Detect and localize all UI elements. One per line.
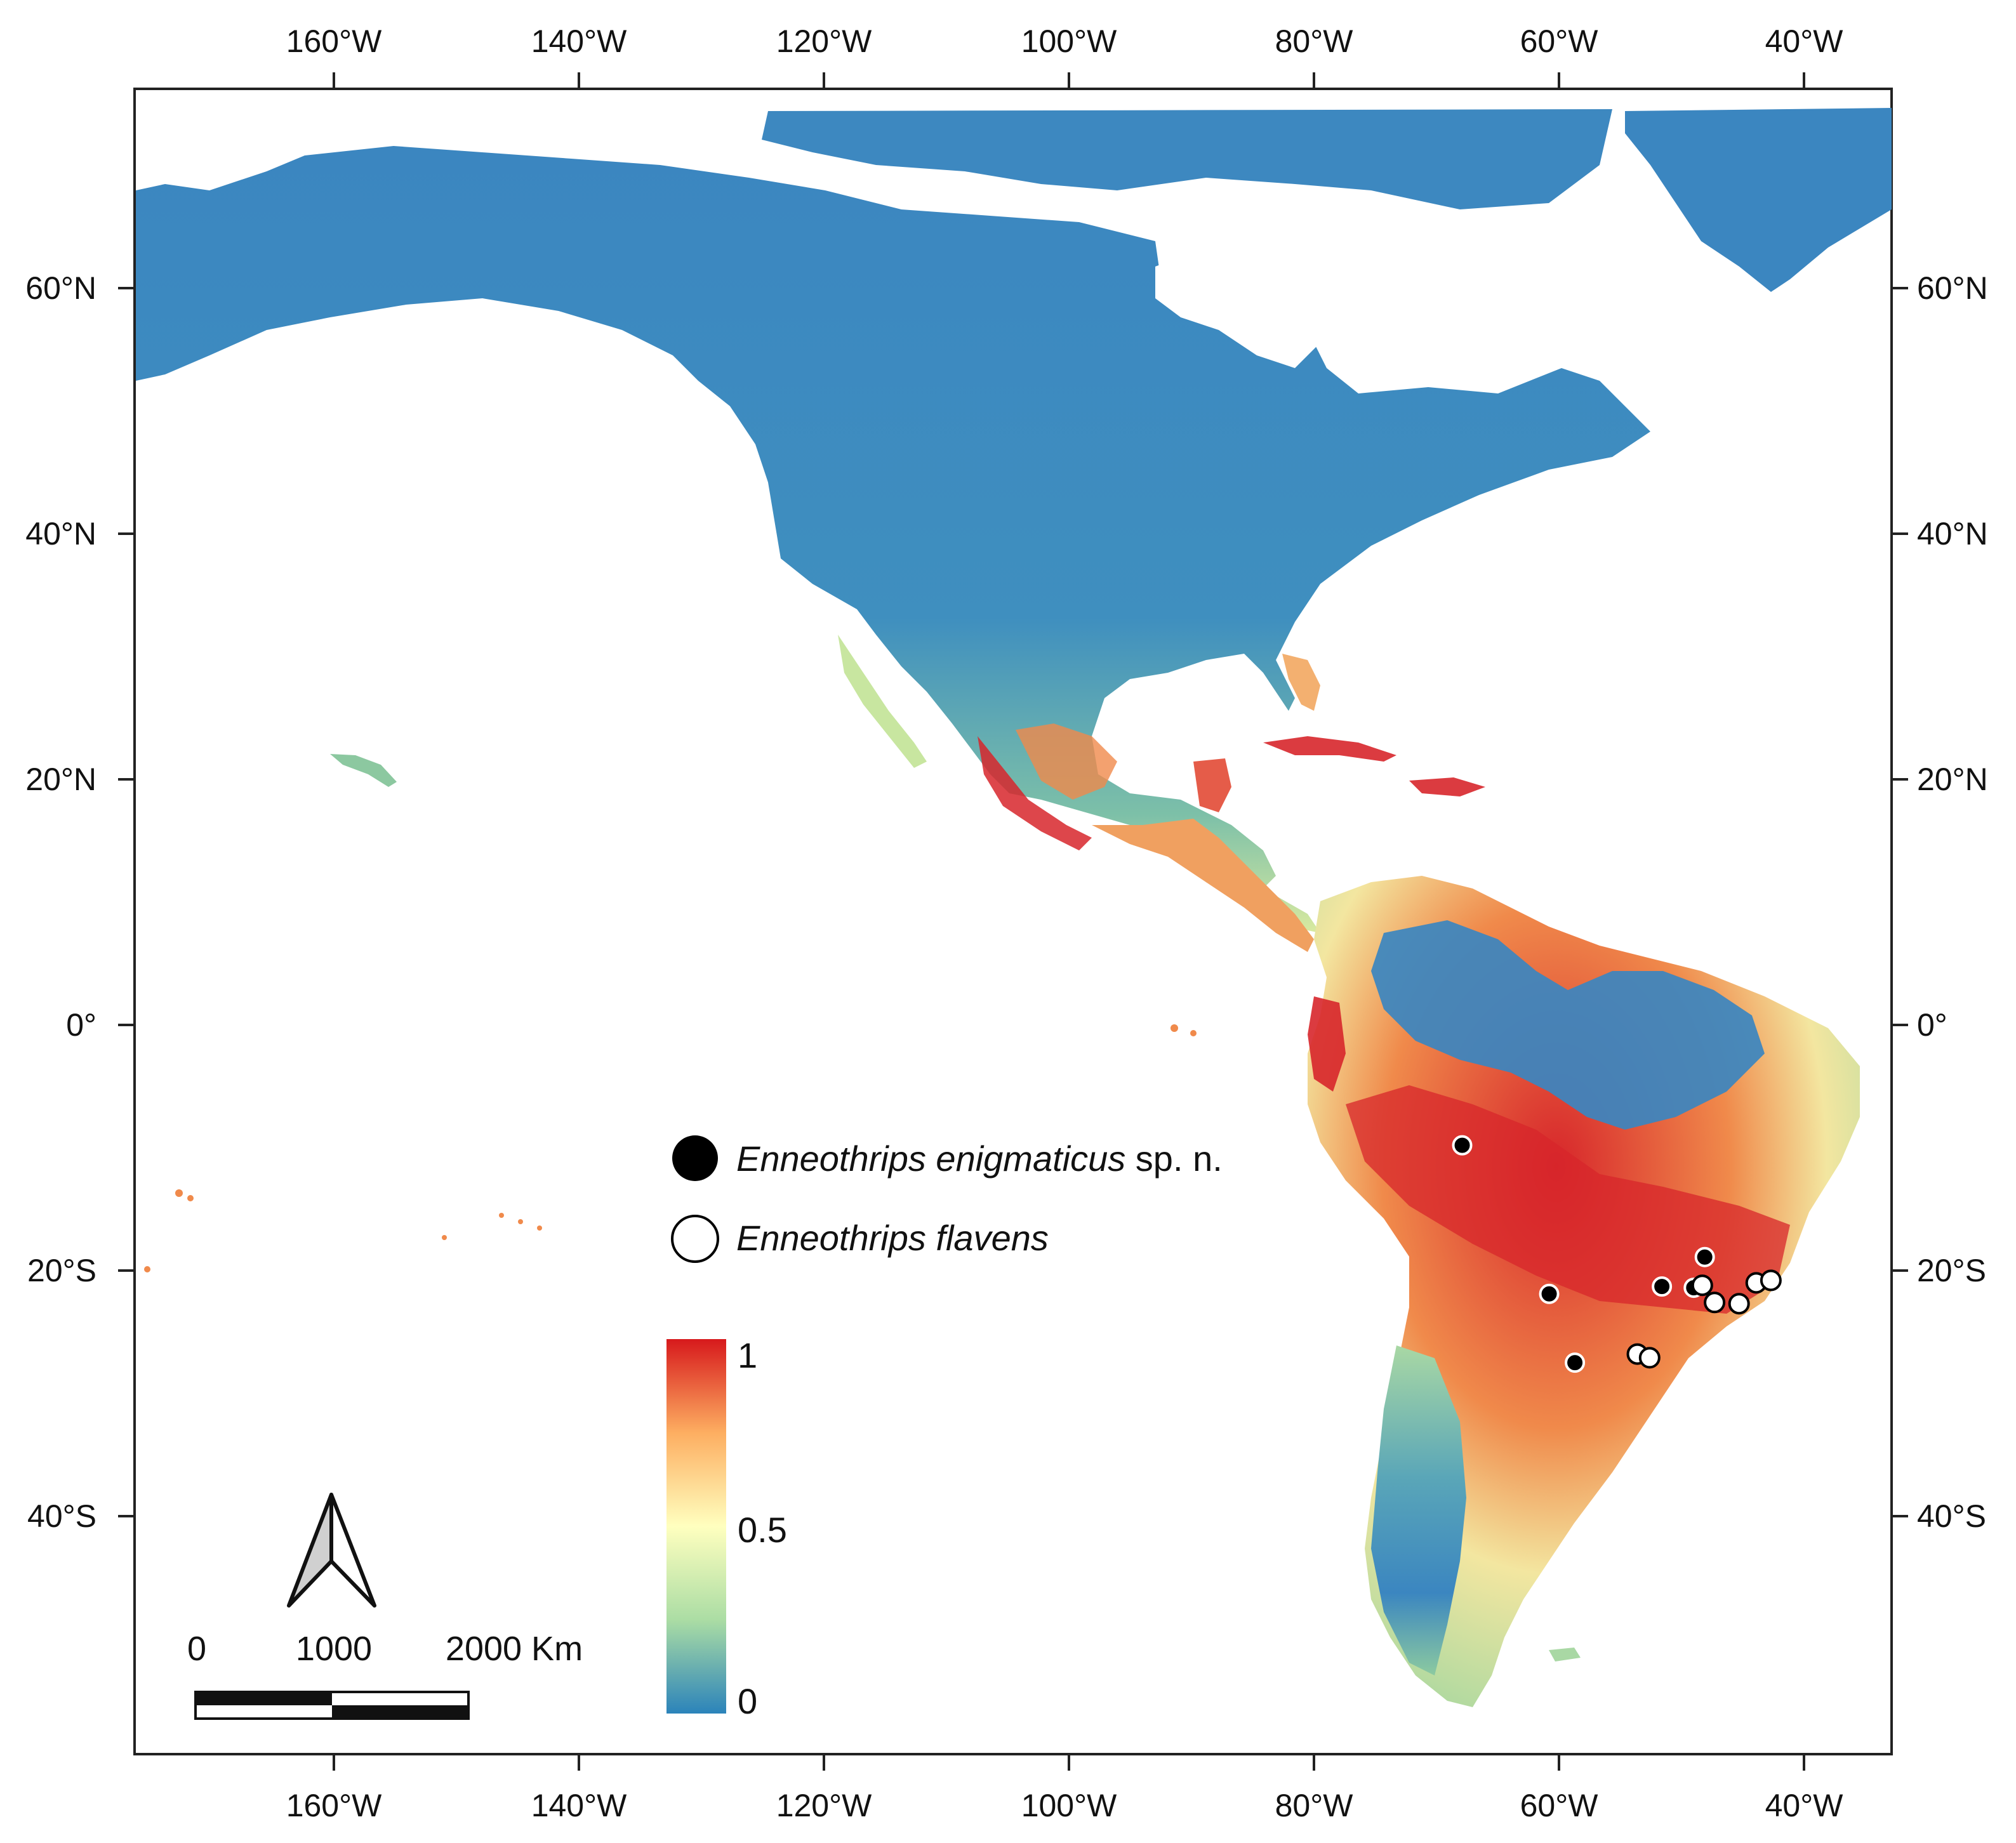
arctic-islands-shape <box>762 109 1612 209</box>
occurrence-points <box>1452 1135 1782 1373</box>
scale-label-2000: 2000 Km <box>446 1630 583 1668</box>
bottom-lon-label: 60°W <box>1520 1788 1599 1823</box>
enigmaticus-point <box>1652 1276 1673 1297</box>
flavens-point <box>1760 1269 1782 1291</box>
legend-label-flavens: Enneothrips flavens <box>736 1218 1049 1258</box>
caribbean-islands-shape <box>1263 736 1396 762</box>
top-lon-label: 100°W <box>1021 23 1117 59</box>
bottom-lon-label: 100°W <box>1021 1788 1117 1823</box>
right-lat-label: 20°S <box>1917 1253 1986 1288</box>
flavens-point <box>1638 1347 1661 1369</box>
falkland-islands <box>1549 1648 1581 1661</box>
legend-label-enigmaticus: Enneothrips enigmaticus sp. n. <box>736 1139 1223 1179</box>
flavens-point <box>1691 1274 1713 1297</box>
scale-label-1000: 1000 <box>296 1630 372 1668</box>
left-lat-label: 40°S <box>27 1498 96 1534</box>
hispaniola-shape <box>1409 777 1485 796</box>
legend-symbol-flavens <box>671 1215 719 1263</box>
legend-enigmaticus-suffix: sp. n. <box>1125 1139 1223 1179</box>
left-lat-label: 20°N <box>25 762 96 797</box>
bottom-lon-label: 160°W <box>286 1788 382 1823</box>
top-lon-label: 80°W <box>1275 23 1354 59</box>
top-lon-label: 40°W <box>1765 23 1844 59</box>
bottom-lon-label: 40°W <box>1765 1788 1844 1823</box>
right-lat-label: 20°N <box>1917 762 1988 797</box>
central-america-shape <box>1092 819 1314 952</box>
legend-enigmaticus-name: Enneothrips enigmaticus <box>736 1139 1125 1179</box>
legend-symbol-enigmaticus <box>672 1135 718 1181</box>
andes-hotspot <box>1308 996 1346 1092</box>
graticule-ticks: 160°W160°W140°W140°W120°W120°W100°W100°W… <box>25 23 1987 1823</box>
yucatan-shape <box>1193 758 1231 812</box>
top-lon-label: 140°W <box>531 23 627 59</box>
right-lat-label: 0° <box>1917 1007 1947 1043</box>
right-lat-label: 40°S <box>1917 1498 1986 1534</box>
suitability-colorbar: 1 0.5 0 <box>666 1335 787 1721</box>
scale-label-0: 0 <box>187 1630 206 1668</box>
enigmaticus-point <box>1565 1352 1586 1373</box>
scale-bar: 0 1000 2000 Km <box>187 1630 583 1720</box>
right-lat-label: 40°N <box>1917 516 1988 552</box>
enigmaticus-point <box>1539 1283 1560 1304</box>
baja-california-shape <box>838 635 927 768</box>
land-layer <box>136 108 1892 1707</box>
colorbar-mid-label: 0.5 <box>738 1510 787 1550</box>
enigmaticus-point <box>1452 1135 1473 1156</box>
flavens-point <box>1704 1291 1726 1314</box>
mexico-pacific-hotspot <box>978 736 1092 850</box>
colorbar-max-label: 1 <box>738 1335 757 1375</box>
species-legend: Enneothrips enigmaticus sp. n. Enneothri… <box>671 1135 1223 1263</box>
top-lon-label: 160°W <box>286 23 382 59</box>
bottom-lon-label: 120°W <box>776 1788 872 1823</box>
colorbar-min-label: 0 <box>738 1681 757 1721</box>
left-lat-label: 20°S <box>27 1253 96 1288</box>
north-arrow-icon <box>287 1493 376 1608</box>
right-lat-label: 60°N <box>1917 270 1988 306</box>
hudson-bay-water <box>1155 248 1333 368</box>
florida-shape <box>1282 654 1320 711</box>
enigmaticus-point <box>1694 1246 1715 1267</box>
flavens-point <box>1728 1293 1750 1315</box>
greenland-shape <box>1625 108 1892 292</box>
southern-cone-cool <box>1371 1345 1466 1675</box>
pacific-islets <box>144 1024 1197 1272</box>
bottom-lon-label: 80°W <box>1275 1788 1354 1823</box>
colorbar-ramp <box>666 1339 726 1714</box>
top-lon-label: 120°W <box>776 23 872 59</box>
amazon-basin-cool <box>1371 920 1765 1130</box>
left-lat-label: 40°N <box>25 516 96 552</box>
hawaii-islands <box>330 754 397 787</box>
bottom-lon-label: 140°W <box>531 1788 627 1823</box>
left-lat-label: 60°N <box>25 270 96 306</box>
mexico-interior-warm <box>1016 723 1117 800</box>
left-lat-label: 0° <box>66 1007 96 1043</box>
top-lon-label: 60°W <box>1520 23 1599 59</box>
